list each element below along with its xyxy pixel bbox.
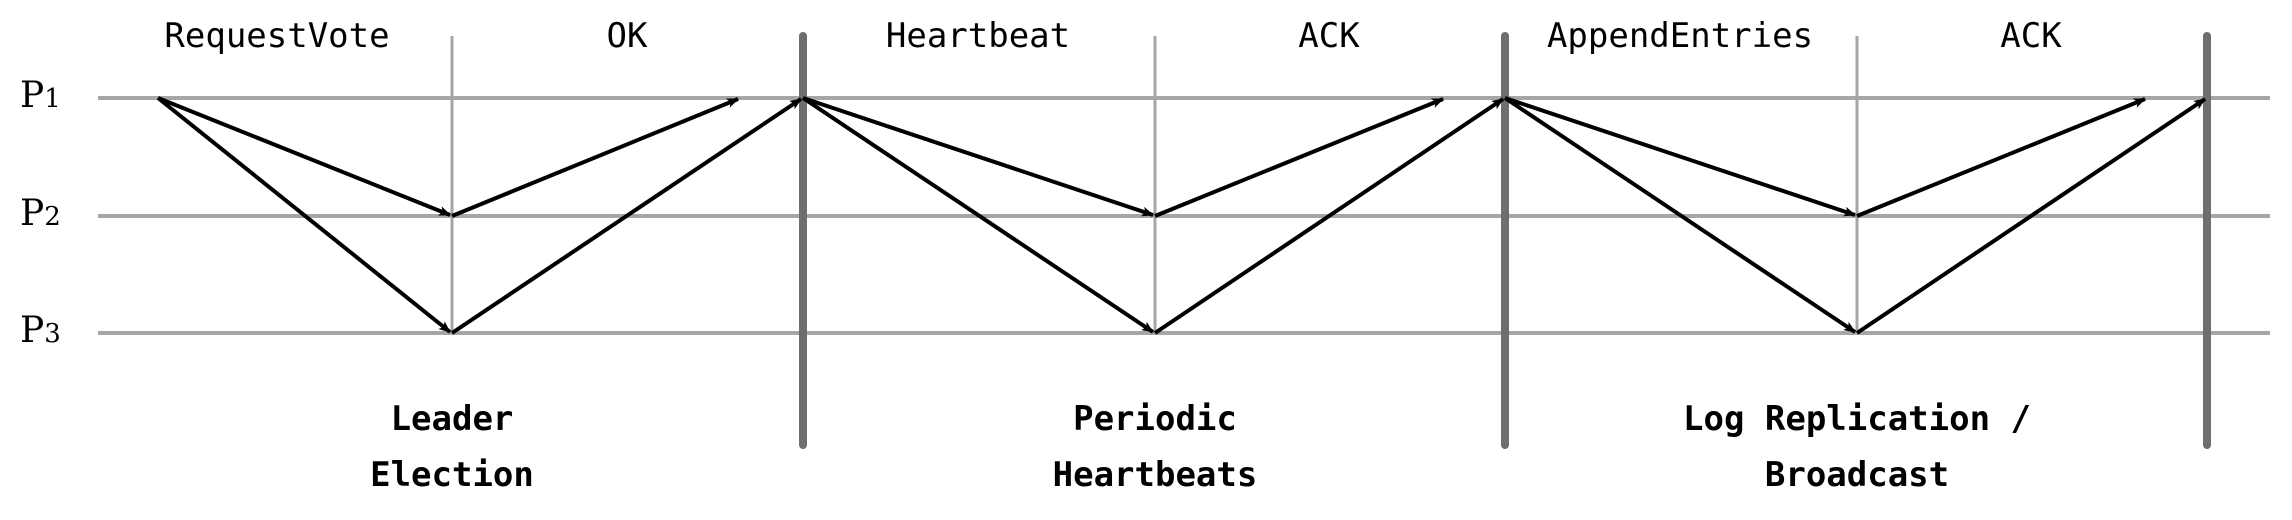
phase-title-election-line2: Election xyxy=(370,455,534,495)
phase-title-replication-line1: Log Replication / xyxy=(1683,399,2031,439)
phase-title-replication-line2: Broadcast xyxy=(1765,455,1949,495)
message-label-requestvote: RequestVote xyxy=(164,16,389,56)
arrow-heartbeat-p1-p2 xyxy=(802,96,1154,217)
phase-title-heartbeat-line2: Heartbeats xyxy=(1053,455,1258,495)
message-label-ack-1: ACK xyxy=(1298,16,1360,56)
arrow-ack-p3-p1-2 xyxy=(1855,97,2207,335)
message-label-heartbeat: Heartbeat xyxy=(886,16,1070,56)
process-label-p1: P1 xyxy=(20,75,61,116)
arrow-heartbeat-p1-p3 xyxy=(801,96,1155,334)
arrow-ack-p2-p1-1 xyxy=(1154,97,1444,218)
message-label-appendentries: AppendEntries xyxy=(1547,16,1813,56)
process-label-p2: P2 xyxy=(20,193,61,234)
arrow-ok-p2-p1 xyxy=(451,97,739,218)
message-label-ack-2: ACK xyxy=(2000,16,2062,56)
arrow-requestvote-p1-p2 xyxy=(157,96,451,217)
arrow-appendentries-p1-p3 xyxy=(1503,96,1857,334)
arrow-requestvote-p1-p3 xyxy=(156,96,452,334)
phase-title-election-line1: Leader xyxy=(391,399,514,439)
arrow-ack-p2-p1-2 xyxy=(1856,97,2146,218)
arrow-ok-p3-p1 xyxy=(450,97,803,335)
arrow-ack-p3-p1-1 xyxy=(1153,97,1505,335)
arrow-appendentries-p1-p2 xyxy=(1504,96,1856,217)
message-label-ok: OK xyxy=(607,16,648,56)
process-label-p3: P3 xyxy=(20,310,61,351)
phase-title-heartbeat-line1: Periodic xyxy=(1073,399,1237,439)
